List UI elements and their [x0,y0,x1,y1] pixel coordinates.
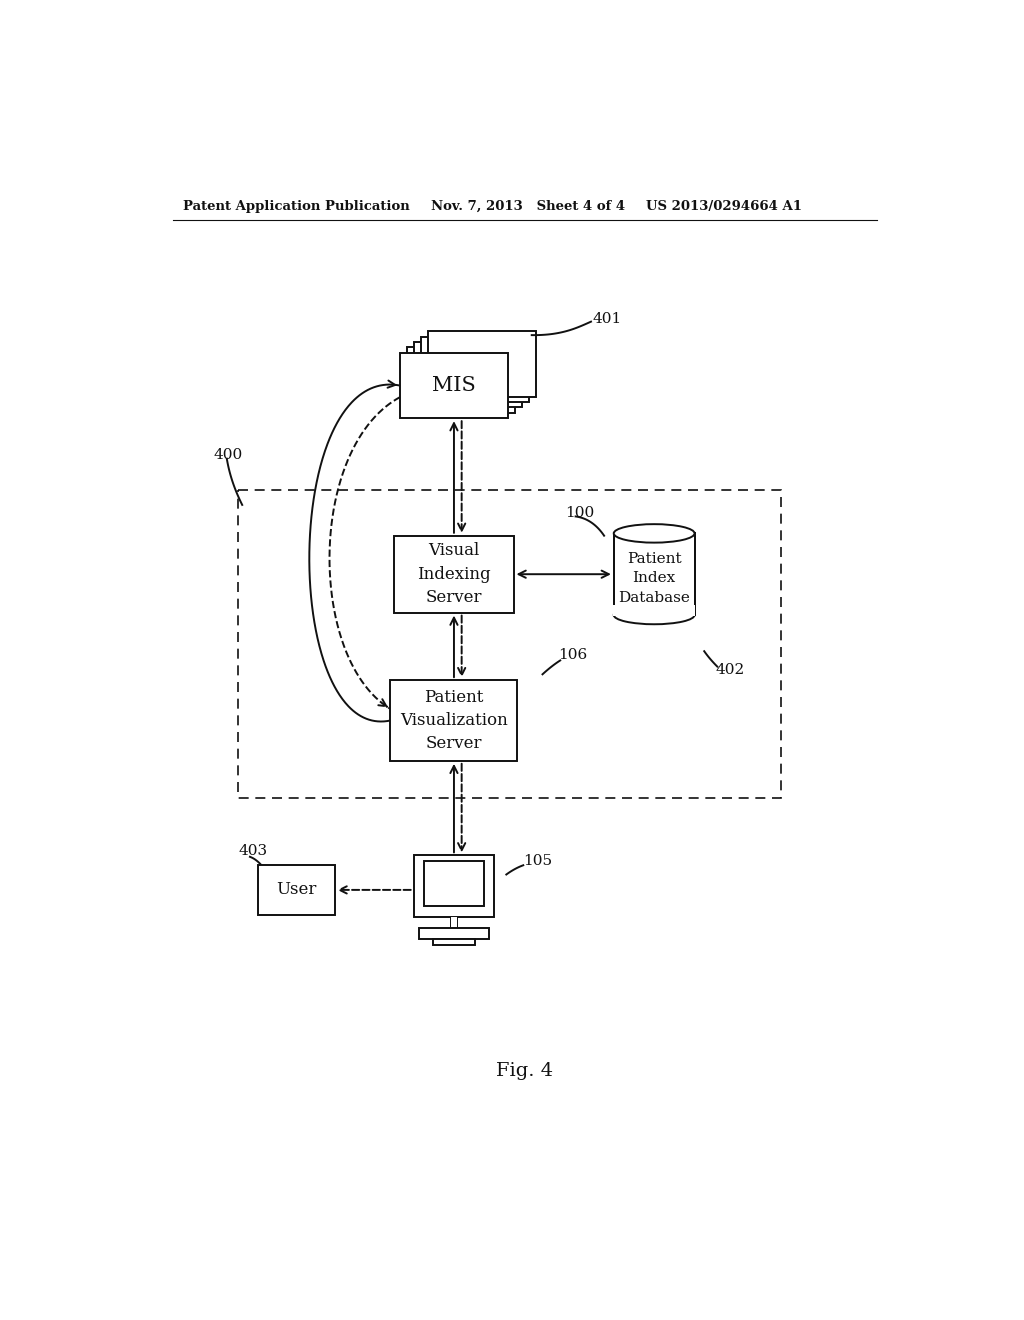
Bar [414,342,521,408]
Bar [394,536,514,612]
Text: Fig. 4: Fig. 4 [497,1061,553,1080]
Text: 105: 105 [523,854,552,867]
Text: User: User [275,882,316,899]
Text: 400: 400 [214,447,243,462]
Text: Patient
Visualization
Server: Patient Visualization Server [400,689,508,752]
Bar [419,928,488,940]
Text: Patient
Index
Database: Patient Index Database [618,552,690,605]
Bar [414,855,495,917]
Text: 401: 401 [593,312,622,326]
Text: US 2013/0294664 A1: US 2013/0294664 A1 [646,199,803,213]
Bar [390,680,517,760]
Bar [428,331,536,397]
Bar [451,917,457,928]
Bar [613,605,695,615]
Text: 100: 100 [565,506,595,520]
Ellipse shape [613,524,694,543]
Text: 402: 402 [716,664,745,677]
Bar [258,865,335,915]
Bar [407,347,515,413]
Text: 106: 106 [558,648,587,663]
Bar [433,940,475,945]
Text: Patent Application Publication: Patent Application Publication [183,199,410,213]
Ellipse shape [613,606,694,624]
Text: 403: 403 [239,845,267,858]
Bar [613,533,694,615]
Bar [400,352,508,418]
Text: MIS: MIS [432,376,476,395]
Bar [239,490,781,797]
Bar [424,862,484,906]
Text: Visual
Indexing
Server: Visual Indexing Server [417,543,490,606]
Text: Nov. 7, 2013   Sheet 4 of 4: Nov. 7, 2013 Sheet 4 of 4 [431,199,625,213]
Bar [421,337,528,403]
